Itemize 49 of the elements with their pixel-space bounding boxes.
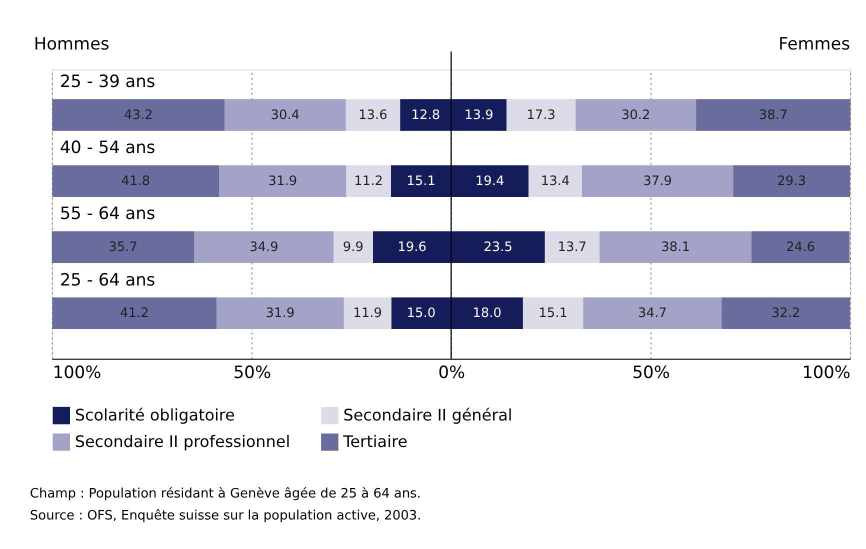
data-label: 32.2 <box>771 306 800 322</box>
data-label: 15.0 <box>406 306 436 322</box>
text: Champ : Population résidant à Genève âgée de 25 à 64 ans. <box>30 486 421 502</box>
y-tick-label: 25 - 39 ans <box>60 71 156 92</box>
data-label: 15.1 <box>538 306 568 322</box>
data-label: 17.3 <box>526 108 556 124</box>
data-label: 23.5 <box>484 240 512 256</box>
x-tick-label: 50% <box>233 362 272 382</box>
text: Hommes <box>34 33 110 54</box>
data-label: 41.8 <box>121 174 150 190</box>
legend-label: Secondaire II général <box>343 406 512 425</box>
legend-label: Scolarité obligatoire <box>74 406 235 425</box>
source-note: Source : OFS, Enquête suisse sur la population active, 2003. <box>30 508 422 524</box>
data-label: 11.9 <box>353 306 382 322</box>
x-tick-label: 100% <box>52 362 102 382</box>
data-label: 43.2 <box>124 108 153 124</box>
data-label: 29.3 <box>777 174 806 190</box>
text: Femmes <box>778 33 850 54</box>
data-label: 11.2 <box>354 174 384 190</box>
data-label: 37.9 <box>643 174 672 190</box>
y-tick-label: 55 - 64 ans <box>60 203 156 224</box>
data-label: 38.7 <box>758 108 788 124</box>
data-label: 13.9 <box>464 108 494 124</box>
data-label: 18.0 <box>472 306 502 322</box>
data-label: 13.6 <box>358 108 388 124</box>
data-label: 30.2 <box>621 108 650 124</box>
data-label: 19.4 <box>475 174 504 190</box>
legend-label: Secondaire II professionnel <box>74 432 290 452</box>
x-tick-label: 50% <box>632 362 670 382</box>
data-label: 41.2 <box>120 306 149 322</box>
data-label: 34.9 <box>249 240 278 256</box>
data-label: 13.7 <box>558 240 587 256</box>
y-tick-label: 25 - 64 ans <box>60 269 156 290</box>
data-label: 13.4 <box>540 174 570 190</box>
data-label: 38.1 <box>661 240 690 256</box>
y-tick-label: 40 - 54 ans <box>60 137 156 158</box>
data-label: 30.4 <box>270 108 300 124</box>
data-label: 31.9 <box>266 306 295 322</box>
data-label: 35.7 <box>108 240 138 256</box>
data-label: 24.6 <box>786 240 816 256</box>
data-label: 12.8 <box>411 108 440 124</box>
data-label: 9.9 <box>342 240 364 256</box>
data-label: 15.1 <box>406 174 436 190</box>
data-label: 19.6 <box>398 240 427 256</box>
x-tick-label: 100% <box>802 362 851 382</box>
data-label: 34.7 <box>638 306 667 322</box>
x-tick-label: 0% <box>438 362 466 382</box>
data-label: 31.9 <box>268 174 298 190</box>
legend-label: Tertiaire <box>342 432 408 452</box>
